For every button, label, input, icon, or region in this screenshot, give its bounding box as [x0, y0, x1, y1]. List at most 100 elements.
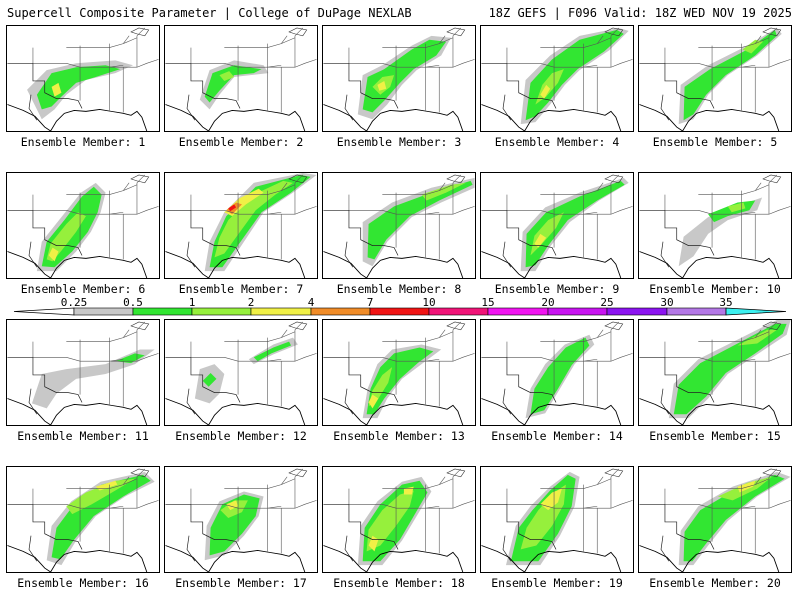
great-lakes-outline [446, 321, 466, 331]
scp-contour-fill [368, 486, 414, 552]
scp-contour-fill [530, 337, 590, 415]
colorbar-segment [487, 307, 549, 316]
state-borders [506, 27, 633, 113]
scp-contour-fill [737, 480, 756, 493]
state-borders [506, 174, 633, 260]
colorbar-segment [191, 307, 252, 316]
scp-contour-fill [46, 471, 155, 566]
gulf-coastline [7, 545, 148, 572]
scp-contour-fill [362, 177, 475, 267]
gulf-coastline [481, 104, 622, 131]
great-lakes-outline [446, 468, 466, 478]
colorbar-segment [132, 307, 193, 316]
gulf-coastline [323, 251, 464, 278]
scp-contour-map [323, 321, 475, 425]
scp-contour-fill [366, 490, 414, 552]
ensemble-member-label: Ensemble Member: 3 [336, 135, 462, 149]
colorbar-tick-label: 25 [600, 296, 613, 309]
gulf-coastline [481, 251, 622, 278]
scp-contour-fill [367, 180, 473, 260]
gulf-coastline [165, 251, 306, 278]
model-valid-time: 18Z GEFS | F096 Valid: 18Z WED NOV 19 20… [488, 6, 792, 20]
state-borders [506, 321, 633, 407]
great-lakes-outline [446, 27, 466, 37]
ensemble-member-label: Ensemble Member: 20 [649, 576, 781, 590]
scp-contour-map [481, 468, 633, 572]
great-lakes-outline [762, 321, 782, 331]
gulf-coastline [639, 398, 780, 425]
colorbar-segment [547, 307, 608, 316]
state-borders [664, 468, 791, 554]
colorbar-tick-label: 30 [660, 296, 673, 309]
scp-contour-fill [51, 82, 62, 97]
ensemble-member-label: Ensemble Member: 4 [494, 135, 620, 149]
state-borders [506, 468, 633, 554]
colorbar-tick-label: 15 [481, 296, 494, 309]
scp-contour-fill [202, 341, 292, 387]
scp-contour-fill [368, 394, 379, 409]
colorbar-tick-label: 4 [308, 296, 315, 309]
colorbar-segment [369, 307, 430, 316]
ensemble-member-map [480, 172, 634, 279]
ensemble-member-label: Ensemble Member: 16 [17, 576, 149, 590]
state-borders [32, 321, 159, 407]
colorbar-segment [250, 307, 312, 316]
scp-contour-fill [48, 247, 59, 262]
scp-contour-fill [525, 29, 624, 121]
scp-contour-map [165, 468, 317, 572]
scp-contour-fill [31, 349, 155, 409]
state-borders [190, 27, 317, 113]
great-lakes-outline [288, 174, 308, 184]
scp-contour-fill [115, 353, 145, 364]
scp-contour-map [639, 174, 791, 278]
great-lakes-outline [288, 321, 308, 331]
great-lakes-outline [762, 174, 782, 184]
colorbar-tick-label: 10 [422, 296, 435, 309]
scp-contour-map [165, 321, 317, 425]
map-title: Supercell Composite Parameter | College … [7, 6, 412, 20]
colorbar-tick-label: 0.25 [61, 296, 88, 309]
great-lakes-outline [288, 468, 308, 478]
ensemble-member-map [480, 25, 634, 132]
state-borders [348, 27, 475, 113]
great-lakes-outline [446, 174, 466, 184]
state-borders [190, 468, 317, 554]
colorbar-segment [310, 307, 371, 316]
scp-contour-map [481, 174, 633, 278]
great-lakes-outline [130, 27, 150, 37]
gulf-coastline [323, 545, 464, 572]
ensemble-member-label: Ensemble Member: 6 [20, 282, 146, 296]
scp-contour-fill [220, 500, 248, 519]
ensemble-member-label: Ensemble Member: 12 [175, 429, 307, 443]
ensemble-member-label: Ensemble Member: 2 [178, 135, 304, 149]
ensemble-member-map [164, 25, 318, 132]
scp-contour-fill [534, 233, 547, 248]
gulf-coastline [323, 398, 464, 425]
gulf-coastline [165, 398, 306, 425]
great-lakes-outline [288, 27, 308, 37]
scp-contour-map [639, 320, 791, 425]
ensemble-member-map [638, 25, 792, 132]
gulf-coastline [323, 104, 464, 131]
ensemble-member-label: Ensemble Member: 8 [336, 282, 462, 296]
ensemble-member-label: Ensemble Member: 5 [652, 135, 778, 149]
great-lakes-outline [762, 27, 782, 37]
state-borders [664, 321, 791, 407]
scp-contour-map [7, 174, 159, 278]
gulf-coastline [639, 104, 780, 131]
scp-contour-map [7, 27, 159, 131]
state-borders [32, 174, 159, 260]
state-borders [348, 468, 475, 554]
scp-contour-fill [727, 202, 746, 213]
scp-contour-fill [377, 80, 387, 91]
colorbar-tick-label: 0.5 [123, 296, 143, 309]
great-lakes-outline [604, 321, 624, 331]
ensemble-member-map [6, 25, 160, 132]
scp-contour-map [165, 173, 317, 278]
colorbar-tick-label: 7 [367, 296, 374, 309]
state-borders [348, 321, 475, 407]
state-borders [32, 468, 159, 554]
gulf-coastline [481, 545, 622, 572]
ensemble-member-map [6, 466, 160, 573]
scp-contour-fill [214, 180, 294, 258]
